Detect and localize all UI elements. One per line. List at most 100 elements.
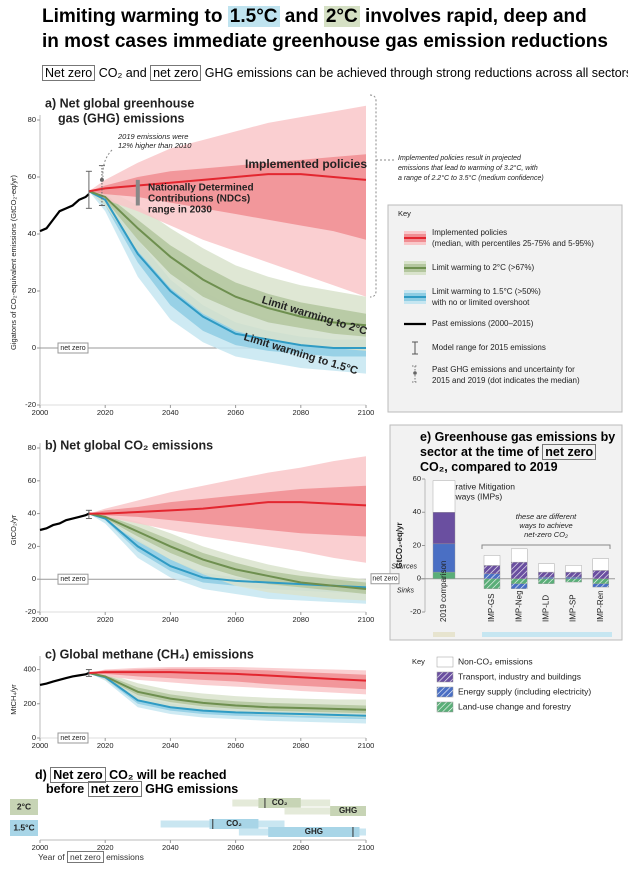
key-label: (median, with percentiles 25-75% and 5-9… bbox=[432, 239, 594, 248]
legend-swatch bbox=[436, 701, 454, 713]
annotation: Sources bbox=[391, 564, 417, 571]
annotation: Pathways (IMPs) bbox=[438, 491, 502, 501]
bar-segment bbox=[565, 571, 582, 578]
bar-segment bbox=[592, 570, 609, 579]
strip bbox=[433, 632, 455, 637]
x-tick-label: 2019 comparison bbox=[439, 561, 448, 622]
text-part: net zero bbox=[67, 851, 104, 863]
text-part: 1.5°C bbox=[227, 6, 280, 27]
zero-label: net zero bbox=[60, 345, 85, 352]
group-label: 1.5°C bbox=[13, 822, 34, 832]
text-part: GHG emissions can be achieved through st… bbox=[201, 66, 628, 80]
y-tick-label: 400 bbox=[23, 665, 36, 674]
y-tick-label: 0 bbox=[32, 574, 36, 583]
iqr-box bbox=[258, 798, 301, 808]
x-tick-label: 2040 bbox=[162, 741, 179, 750]
legend-label: Non-CO₂ emissions bbox=[458, 656, 533, 666]
annotation: Illustrative Mitigation bbox=[438, 481, 515, 491]
y-tick-label: 0 bbox=[32, 733, 36, 742]
x-tick-label: 2100 bbox=[358, 615, 375, 624]
y-tick-label: 0 bbox=[417, 574, 421, 583]
annotation: net-zero CO₂ bbox=[524, 530, 568, 539]
median-line bbox=[88, 671, 367, 682]
past-line bbox=[39, 193, 90, 233]
y-axis-label: Gigatons of CO₂-equivalent emissions (Gt… bbox=[9, 174, 18, 350]
key-swatch bbox=[412, 365, 418, 383]
text-part: net zero bbox=[542, 444, 597, 460]
key-label: Model range for 2015 emissions bbox=[432, 343, 546, 352]
iqr-box bbox=[209, 819, 259, 829]
key-label: Limit warming to 1.5°C (>50%) bbox=[432, 287, 541, 296]
y-tick-label: 40 bbox=[28, 509, 36, 518]
past-line bbox=[39, 512, 90, 532]
y-tick-label: 80 bbox=[28, 115, 36, 124]
band-25-75 bbox=[88, 485, 367, 537]
bar-segment bbox=[538, 563, 555, 573]
x-tick-label: 2040 bbox=[162, 408, 179, 417]
key-label: Past GHG emissions and uncertainty for bbox=[432, 365, 575, 374]
bar-segment bbox=[538, 571, 555, 578]
x-tick-label: 2000 bbox=[32, 843, 49, 852]
group-label-box bbox=[10, 820, 38, 836]
bar-segment bbox=[511, 548, 528, 563]
iqr-box bbox=[268, 827, 360, 837]
x-tick-label: 2080 bbox=[292, 741, 309, 750]
bar-segment bbox=[511, 583, 528, 589]
zero-label: net zero bbox=[372, 576, 397, 583]
median-dot bbox=[99, 177, 104, 182]
annotation: 2019 emissions were bbox=[117, 132, 188, 141]
y-tick-label: 60 bbox=[28, 172, 36, 181]
x-tick-label: IMP-Neg bbox=[514, 590, 523, 622]
median-line bbox=[88, 190, 367, 327]
x-axis-label: Year of net zero emissions bbox=[38, 851, 144, 863]
annotation: Sinks bbox=[397, 588, 415, 595]
range-bar bbox=[284, 807, 366, 815]
key-label: Limit warming to 2°C (>67%) bbox=[432, 263, 534, 272]
key-box bbox=[387, 204, 623, 413]
panel-e-box bbox=[389, 424, 623, 641]
ndc-label: Nationally Determined bbox=[148, 183, 254, 194]
text-part: CO₂ will be reached bbox=[105, 768, 227, 782]
title: Limiting warming to 1.5°C and 2°C involv… bbox=[42, 4, 587, 29]
bracket bbox=[481, 544, 611, 549]
bar-segment bbox=[565, 576, 582, 579]
zero-label-box bbox=[57, 732, 89, 744]
zero-label: net zero bbox=[60, 576, 85, 583]
panel-title: gas (GHG) emissions bbox=[58, 111, 184, 125]
text-part: Net zero bbox=[50, 767, 106, 783]
panel-title: b) Net global CO₂ emissions bbox=[45, 438, 213, 452]
x-tick-label: IMP-SP bbox=[569, 594, 578, 622]
range-label: GHG bbox=[339, 806, 357, 815]
ndc-label: Contributions (NDCs) bbox=[148, 194, 250, 205]
x-tick-label: 2000 bbox=[32, 741, 49, 750]
annotation: these are different bbox=[516, 512, 577, 521]
x-tick-label: 2080 bbox=[292, 408, 309, 417]
bar-segment bbox=[432, 512, 456, 545]
bar-segment bbox=[511, 578, 528, 584]
x-tick-label: 2020 bbox=[97, 843, 114, 852]
x-tick-label: 2000 bbox=[32, 408, 49, 417]
y-tick-label: 20 bbox=[413, 540, 421, 549]
key-label: 2015 and 2019 (dot indicates the median) bbox=[432, 376, 580, 385]
y-tick-label: 20 bbox=[28, 286, 36, 295]
x-tick-label: 2060 bbox=[227, 843, 244, 852]
bar-segment bbox=[538, 578, 555, 584]
band-25-75 bbox=[88, 154, 367, 240]
annotation: 12% higher than 2010 bbox=[118, 141, 192, 150]
key-title: Key bbox=[398, 209, 411, 218]
zero-label-box bbox=[57, 573, 89, 585]
y-tick-label: 40 bbox=[28, 229, 36, 238]
strip bbox=[482, 632, 612, 637]
bar-segment bbox=[483, 565, 501, 574]
series-label: Implemented policies bbox=[245, 157, 367, 171]
y-tick-label: 20 bbox=[28, 541, 36, 550]
y-tick-label: -20 bbox=[25, 400, 36, 409]
y-tick-label: 40 bbox=[413, 507, 421, 516]
x-tick-label: 2040 bbox=[162, 615, 179, 624]
bar-segment bbox=[565, 578, 582, 583]
bar-segment bbox=[592, 578, 609, 584]
bar-segment bbox=[592, 558, 609, 571]
group-label: 2°C bbox=[17, 801, 31, 811]
x-tick-label: 2080 bbox=[292, 843, 309, 852]
y-tick-label: -20 bbox=[410, 607, 421, 616]
